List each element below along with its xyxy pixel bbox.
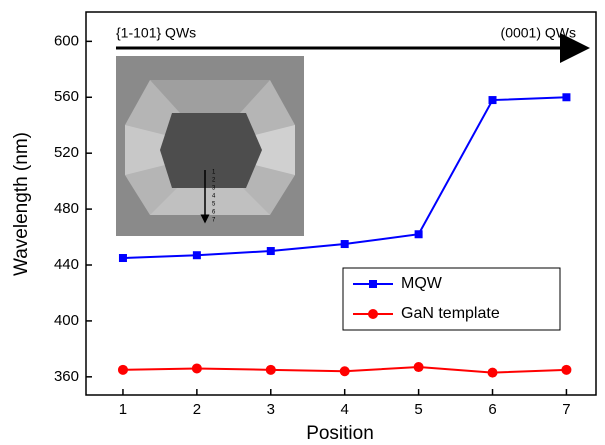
point bbox=[193, 251, 201, 259]
x-tick-label: 4 bbox=[341, 401, 349, 418]
point bbox=[414, 362, 424, 372]
legend-label: GaN template bbox=[401, 305, 500, 322]
y-axis-title: Wavelength (nm) bbox=[11, 132, 32, 276]
point bbox=[266, 365, 276, 375]
x-tick-label: 6 bbox=[488, 401, 496, 418]
point bbox=[561, 365, 571, 375]
x-axis-title: Position bbox=[306, 423, 374, 444]
y-tick-label: 440 bbox=[54, 256, 79, 273]
point bbox=[267, 247, 275, 255]
point bbox=[488, 368, 498, 378]
x-tick-label: 3 bbox=[267, 401, 275, 418]
point bbox=[415, 230, 423, 238]
chart: {1-101} QWs (0001) QWs Position Waveleng… bbox=[0, 0, 605, 445]
annotation: {1-101} QWs bbox=[116, 25, 196, 41]
legend-marker bbox=[368, 309, 378, 319]
point bbox=[119, 254, 127, 262]
y-tick-label: 600 bbox=[54, 32, 79, 49]
y-tick-label: 360 bbox=[54, 368, 79, 385]
x-tick-label: 2 bbox=[193, 401, 201, 418]
inset-image bbox=[116, 56, 304, 236]
point bbox=[192, 363, 202, 373]
annotation: (0001) QWs bbox=[501, 25, 576, 41]
y-tick-label: 400 bbox=[54, 312, 79, 329]
y-tick-label: 560 bbox=[54, 88, 79, 105]
legend-label: MQW bbox=[401, 275, 443, 292]
x-tick-label: 1 bbox=[119, 401, 127, 418]
point bbox=[340, 366, 350, 376]
y-tick-label: 480 bbox=[54, 200, 79, 217]
point bbox=[118, 365, 128, 375]
point bbox=[489, 96, 497, 104]
y-tick-label: 520 bbox=[54, 144, 79, 161]
x-tick-label: 7 bbox=[562, 401, 570, 418]
point bbox=[562, 93, 570, 101]
point bbox=[341, 240, 349, 248]
legend-marker bbox=[369, 280, 377, 288]
x-tick-label: 5 bbox=[414, 401, 422, 418]
